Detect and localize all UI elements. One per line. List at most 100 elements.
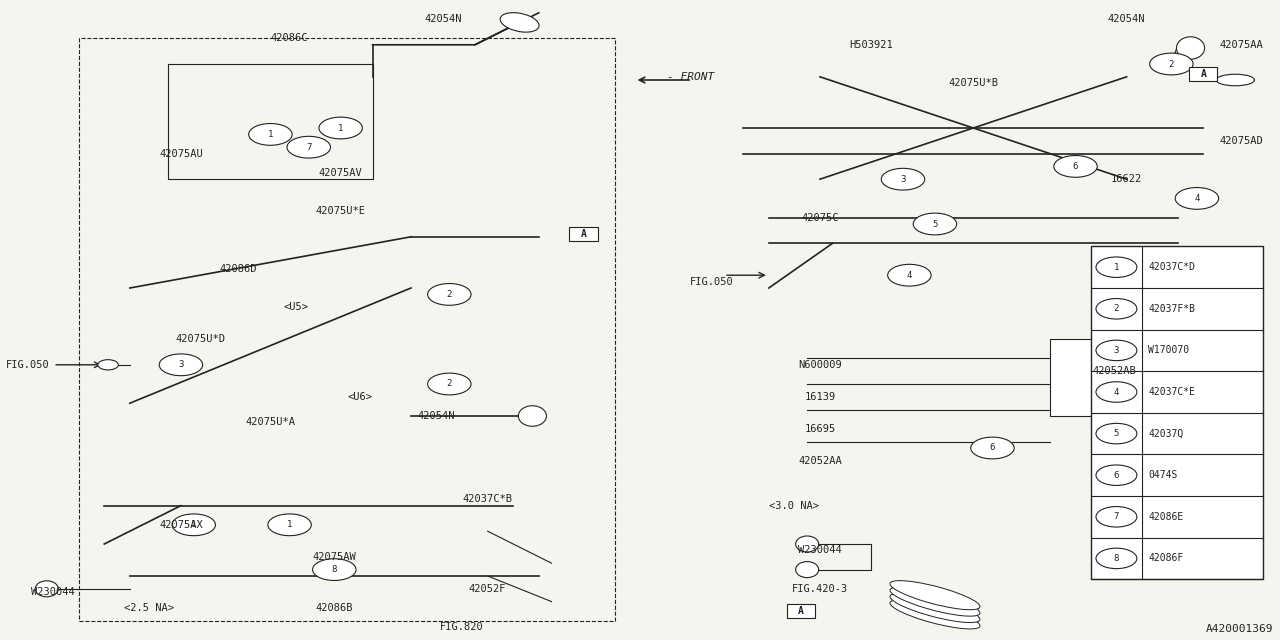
- Circle shape: [970, 437, 1014, 459]
- Text: 4: 4: [1114, 387, 1119, 397]
- Text: 42052AB: 42052AB: [1092, 366, 1135, 376]
- Text: 42037C*D: 42037C*D: [1148, 262, 1196, 272]
- Text: <2.5 NA>: <2.5 NA>: [124, 603, 174, 613]
- Text: 7: 7: [1114, 512, 1119, 522]
- Circle shape: [1096, 340, 1137, 361]
- Text: 42052AA: 42052AA: [797, 456, 842, 466]
- Text: A: A: [1201, 68, 1206, 79]
- Text: 42075AW: 42075AW: [312, 552, 356, 562]
- Text: 42075AU: 42075AU: [159, 148, 202, 159]
- Circle shape: [172, 514, 215, 536]
- Text: 2: 2: [1114, 304, 1119, 314]
- Text: 42075U*D: 42075U*D: [175, 334, 225, 344]
- Ellipse shape: [890, 587, 980, 616]
- Text: - FRONT: - FRONT: [667, 72, 714, 82]
- Circle shape: [287, 136, 330, 158]
- Bar: [1050, 339, 1178, 416]
- Circle shape: [319, 117, 362, 139]
- Text: 42037Q: 42037Q: [1148, 429, 1184, 438]
- Text: 42075AD: 42075AD: [1220, 136, 1263, 146]
- Text: 42086C: 42086C: [271, 33, 308, 44]
- Text: 3: 3: [178, 360, 183, 369]
- Text: 6: 6: [1073, 162, 1078, 171]
- Text: 42075AX: 42075AX: [159, 520, 202, 530]
- Text: FIG.420-3: FIG.420-3: [792, 584, 849, 594]
- Text: 42075C: 42075C: [801, 212, 838, 223]
- Circle shape: [1096, 548, 1137, 569]
- Circle shape: [248, 124, 292, 145]
- Text: W230044: W230044: [31, 587, 76, 597]
- Bar: [1091, 246, 1263, 579]
- Ellipse shape: [36, 581, 59, 596]
- Circle shape: [97, 360, 118, 370]
- Circle shape: [1096, 507, 1137, 527]
- Circle shape: [881, 168, 924, 190]
- Text: H503921: H503921: [849, 40, 893, 50]
- Circle shape: [1096, 257, 1137, 278]
- Text: FIG.050: FIG.050: [5, 360, 50, 370]
- Circle shape: [1096, 424, 1137, 444]
- Text: 42037F*B: 42037F*B: [1148, 304, 1196, 314]
- Ellipse shape: [518, 406, 547, 426]
- Bar: [78, 38, 616, 621]
- Circle shape: [159, 354, 202, 376]
- Text: A420001369: A420001369: [1206, 623, 1274, 634]
- Text: 4: 4: [1194, 194, 1199, 203]
- Text: 42037C*E: 42037C*E: [1148, 387, 1196, 397]
- Text: 1: 1: [338, 124, 343, 132]
- Text: 42075U*E: 42075U*E: [316, 206, 366, 216]
- Text: 2: 2: [447, 290, 452, 299]
- Text: 7: 7: [306, 143, 311, 152]
- Circle shape: [1096, 382, 1137, 403]
- Text: 42037C*B: 42037C*B: [462, 494, 513, 504]
- Text: 42054N: 42054N: [417, 411, 456, 421]
- Text: 16695: 16695: [804, 424, 836, 434]
- Circle shape: [1053, 156, 1097, 177]
- Text: 42086F: 42086F: [1148, 554, 1184, 563]
- Text: 5: 5: [1114, 429, 1119, 438]
- Text: 42054N: 42054N: [1108, 14, 1146, 24]
- Ellipse shape: [500, 13, 539, 32]
- Text: FIG.050: FIG.050: [690, 276, 733, 287]
- Text: 16622: 16622: [1111, 174, 1142, 184]
- Text: 42086E: 42086E: [1148, 512, 1184, 522]
- Circle shape: [428, 284, 471, 305]
- Text: A: A: [797, 606, 804, 616]
- Text: 42075U*A: 42075U*A: [246, 417, 296, 428]
- Circle shape: [1149, 53, 1193, 75]
- Text: 1: 1: [287, 520, 292, 529]
- Circle shape: [1175, 188, 1219, 209]
- Circle shape: [312, 559, 356, 580]
- Text: 42075U*B: 42075U*B: [948, 78, 998, 88]
- Text: 1: 1: [268, 130, 273, 139]
- Ellipse shape: [1176, 37, 1204, 60]
- Text: 8: 8: [1114, 554, 1119, 563]
- Circle shape: [887, 264, 931, 286]
- Circle shape: [428, 373, 471, 395]
- Ellipse shape: [796, 536, 819, 552]
- Text: 42075AA: 42075AA: [1220, 40, 1263, 50]
- Text: 0474S: 0474S: [1148, 470, 1178, 480]
- Text: W230044: W230044: [797, 545, 842, 556]
- Text: 4: 4: [906, 271, 913, 280]
- Text: A: A: [581, 228, 586, 239]
- Text: 2: 2: [447, 380, 452, 388]
- Text: <U6>: <U6>: [347, 392, 372, 402]
- Text: W170070: W170070: [1148, 346, 1189, 355]
- Text: 3: 3: [900, 175, 906, 184]
- Circle shape: [1096, 465, 1137, 486]
- Text: <U5>: <U5>: [283, 302, 308, 312]
- Text: N600009: N600009: [797, 360, 842, 370]
- FancyBboxPatch shape: [570, 227, 598, 241]
- Text: 42075AV: 42075AV: [319, 168, 362, 178]
- Text: 6: 6: [1114, 470, 1119, 480]
- Text: 1: 1: [191, 520, 196, 529]
- Circle shape: [1096, 298, 1137, 319]
- Text: 42054N: 42054N: [424, 14, 462, 24]
- Text: <3.0 NA>: <3.0 NA>: [769, 500, 819, 511]
- FancyBboxPatch shape: [787, 604, 815, 618]
- Text: 42086D: 42086D: [220, 264, 257, 274]
- Ellipse shape: [890, 600, 980, 629]
- Text: 2: 2: [1169, 60, 1174, 68]
- Text: 3: 3: [1114, 346, 1119, 355]
